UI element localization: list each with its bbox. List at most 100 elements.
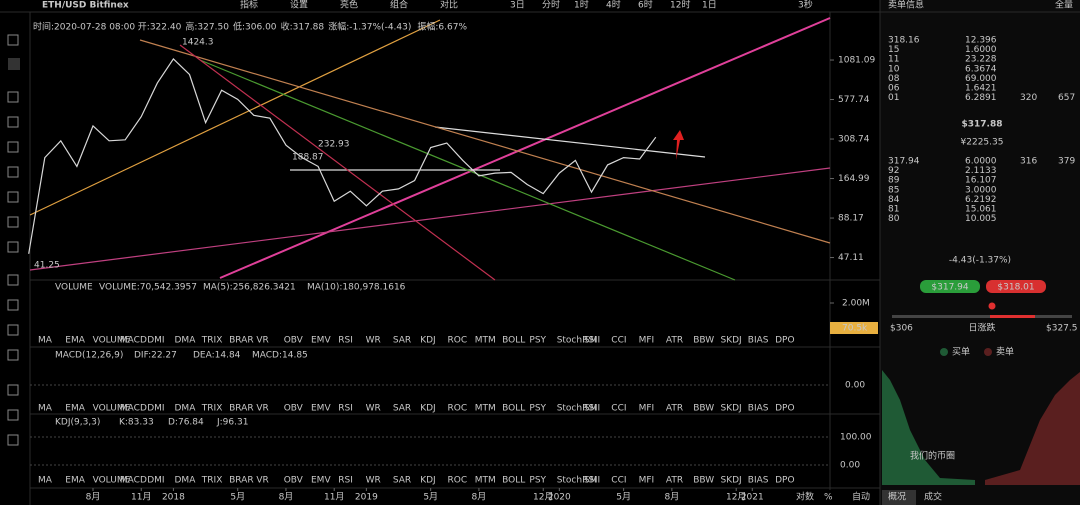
indicator-tab[interactable]: EMV bbox=[311, 336, 331, 346]
indicator-tab[interactable]: StochRSI bbox=[557, 404, 597, 414]
indicator-tab[interactable]: PSY bbox=[529, 404, 546, 414]
tool-button[interactable]: 指标 bbox=[240, 0, 258, 11]
indicator-tab[interactable]: DMA bbox=[175, 336, 197, 346]
indicator-tab[interactable]: MTM bbox=[475, 476, 496, 486]
indicator-tab[interactable]: MFI bbox=[639, 476, 655, 486]
bid-button-bg[interactable] bbox=[920, 280, 980, 293]
axis-option[interactable]: 对数 bbox=[796, 491, 814, 503]
indicator-tab[interactable]: KDJ bbox=[420, 404, 436, 414]
indicator-tab[interactable]: VR bbox=[256, 336, 268, 346]
indicator-tab[interactable]: EMA bbox=[65, 404, 85, 414]
ask-button[interactable]: $318.01 bbox=[997, 283, 1034, 293]
indicator-tab[interactable]: ROC bbox=[448, 336, 468, 346]
bottom-tab[interactable]: 成交 bbox=[924, 491, 942, 503]
indicator-tab[interactable]: PSY bbox=[529, 476, 546, 486]
indicator-tab[interactable]: MA bbox=[38, 336, 53, 346]
indicator-tab[interactable]: MTM bbox=[475, 336, 496, 346]
book-mode[interactable]: 全量 bbox=[1055, 0, 1073, 11]
indicator-tab[interactable]: SMI bbox=[584, 404, 600, 414]
indicator-tab[interactable]: BOLL bbox=[502, 336, 525, 346]
indicator-tab[interactable]: EMV bbox=[311, 404, 331, 414]
period-button[interactable]: 3日 bbox=[510, 0, 525, 11]
indicator-tab[interactable]: WR bbox=[366, 476, 381, 486]
indicator-tab[interactable]: TRIX bbox=[201, 336, 223, 346]
period-button[interactable]: 分时 bbox=[542, 0, 560, 11]
indicator-tab[interactable]: ATR bbox=[666, 404, 683, 414]
indicator-tab[interactable]: ATR bbox=[666, 476, 683, 486]
tool-button[interactable]: 设置 bbox=[290, 0, 308, 11]
indicator-tab[interactable]: MACD bbox=[120, 336, 147, 346]
indicator-tab[interactable]: RSI bbox=[338, 476, 353, 486]
indicator-tab[interactable]: TRIX bbox=[201, 476, 223, 486]
indicator-tab[interactable]: RSI bbox=[338, 336, 353, 346]
indicator-tab[interactable]: TRIX bbox=[201, 404, 223, 414]
indicator-tab[interactable]: CCI bbox=[611, 404, 626, 414]
indicator-tab[interactable]: SKDJ bbox=[721, 404, 742, 414]
indicator-tab[interactable]: BIAS bbox=[748, 476, 769, 486]
indicator-tab[interactable]: SAR bbox=[393, 336, 411, 346]
indicator-tab[interactable]: SKDJ bbox=[721, 336, 742, 346]
indicator-tab[interactable]: VOLUME bbox=[93, 404, 131, 414]
indicator-tab[interactable]: WR bbox=[366, 404, 381, 414]
indicator-tab[interactable]: MA bbox=[38, 404, 53, 414]
indicator-tab[interactable]: DMI bbox=[147, 336, 164, 346]
indicator-tab[interactable]: EMV bbox=[311, 476, 331, 486]
indicator-tab[interactable]: DPO bbox=[775, 404, 794, 414]
indicator-tab[interactable]: VR bbox=[256, 476, 268, 486]
indicator-tab[interactable]: EMA bbox=[65, 336, 85, 346]
indicator-tab[interactable]: VOLUME bbox=[93, 476, 131, 486]
indicator-tab[interactable]: WR bbox=[366, 336, 381, 346]
indicator-tab[interactable]: BBW bbox=[693, 476, 714, 486]
period-button[interactable]: 12时 bbox=[670, 0, 690, 11]
indicator-tab[interactable]: BOLL bbox=[502, 404, 525, 414]
indicator-tab[interactable]: BIAS bbox=[748, 404, 769, 414]
period-button[interactable]: 4时 bbox=[606, 0, 621, 11]
indicator-tab[interactable]: DMA bbox=[175, 476, 197, 486]
active-tab-bg[interactable] bbox=[882, 490, 916, 505]
indicator-tab[interactable]: RSI bbox=[338, 404, 353, 414]
indicator-tab[interactable]: MA bbox=[38, 476, 53, 486]
indicator-tab[interactable]: EMA bbox=[65, 476, 85, 486]
indicator-tab[interactable]: DPO bbox=[775, 476, 794, 486]
indicator-tab[interactable]: ATR bbox=[666, 336, 683, 346]
period-button[interactable]: 6时 bbox=[638, 0, 653, 11]
indicator-tab[interactable]: PSY bbox=[529, 336, 546, 346]
indicator-tab[interactable]: OBV bbox=[284, 404, 304, 414]
indicator-tab[interactable]: MFI bbox=[639, 404, 655, 414]
indicator-tab[interactable]: StochRSI bbox=[557, 336, 597, 346]
indicator-tab[interactable]: ROC bbox=[448, 476, 468, 486]
indicator-tab[interactable]: MTM bbox=[475, 404, 496, 414]
indicator-tab[interactable]: VR bbox=[256, 404, 268, 414]
indicator-tab[interactable]: MACD bbox=[120, 476, 147, 486]
indicator-tab[interactable]: KDJ bbox=[420, 336, 436, 346]
indicator-tab[interactable]: DMA bbox=[175, 404, 197, 414]
indicator-tab[interactable]: DMI bbox=[147, 476, 164, 486]
indicator-tab[interactable]: SKDJ bbox=[721, 476, 742, 486]
indicator-tab[interactable]: MACD bbox=[120, 404, 147, 414]
tool-button[interactable]: 亮色 bbox=[340, 0, 358, 11]
indicator-tab[interactable]: ROC bbox=[448, 404, 468, 414]
indicator-tab[interactable]: BBW bbox=[693, 336, 714, 346]
indicator-tab[interactable]: DPO bbox=[775, 336, 794, 346]
indicator-tab[interactable]: StochRSI bbox=[557, 476, 597, 486]
indicator-tab[interactable]: SAR bbox=[393, 476, 411, 486]
bottom-tab[interactable]: 概况 bbox=[888, 491, 906, 503]
indicator-tab[interactable]: KDJ bbox=[420, 476, 436, 486]
indicator-tab[interactable]: SMI bbox=[584, 336, 600, 346]
indicator-tab[interactable]: BRAR bbox=[229, 336, 253, 346]
indicator-tab[interactable]: BIAS bbox=[748, 336, 769, 346]
indicator-tab[interactable]: CCI bbox=[611, 336, 626, 346]
bid-button[interactable]: $317.94 bbox=[931, 283, 968, 293]
indicator-tab[interactable]: BRAR bbox=[229, 476, 253, 486]
tool-button[interactable]: 对比 bbox=[440, 0, 458, 11]
indicator-tab[interactable]: DMI bbox=[147, 404, 164, 414]
indicator-tab[interactable]: SAR bbox=[393, 404, 411, 414]
indicator-tab[interactable]: VOLUME bbox=[93, 336, 131, 346]
indicator-tab[interactable]: MFI bbox=[639, 336, 655, 346]
indicator-tab[interactable]: BOLL bbox=[502, 476, 525, 486]
tool-button[interactable]: 组合 bbox=[390, 0, 408, 11]
indicator-tab[interactable]: SMI bbox=[584, 476, 600, 486]
indicator-tab[interactable]: CCI bbox=[611, 476, 626, 486]
axis-option[interactable]: % bbox=[824, 493, 833, 503]
indicator-tab[interactable]: BBW bbox=[693, 404, 714, 414]
